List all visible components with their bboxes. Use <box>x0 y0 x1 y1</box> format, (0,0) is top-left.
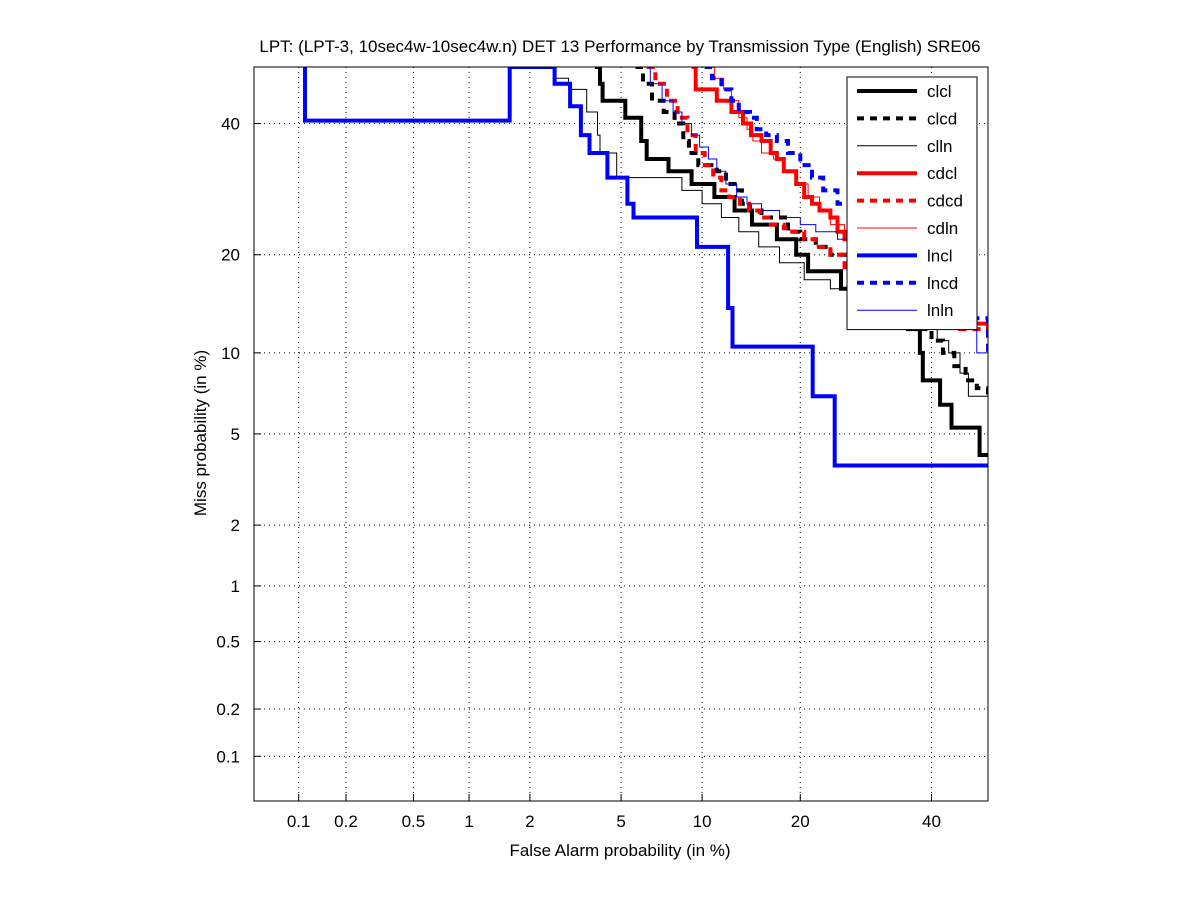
x-tick-label: 1 <box>464 812 473 831</box>
x-axis-label: False Alarm probability (in %) <box>509 841 730 860</box>
x-tick-label: 0.5 <box>402 812 426 831</box>
legend-label-clcl: clcl <box>927 82 952 101</box>
x-tick-label: 0.2 <box>334 812 358 831</box>
x-tick-label: 10 <box>693 812 712 831</box>
x-tick-label: 5 <box>616 812 625 831</box>
legend-label-cdln: cdln <box>927 219 958 238</box>
y-tick-label: 10 <box>221 344 240 363</box>
series-clcl-line <box>594 67 988 457</box>
y-tick-label: 2 <box>231 516 240 535</box>
y-tick-label: 0.2 <box>216 700 240 719</box>
y-tick-label: 5 <box>231 425 240 444</box>
legend-label-clln: clln <box>927 137 953 156</box>
x-tick-label: 40 <box>922 812 941 831</box>
legend-label-cdcd: cdcd <box>927 192 963 211</box>
y-tick-label: 20 <box>221 246 240 265</box>
series-lncd-line <box>704 67 988 353</box>
x-axis: 0.1 0.2 0.5 1 2 5 10 20 40 <box>287 794 941 831</box>
y-axis: 0.1 0.2 0.5 1 2 5 10 20 40 <box>216 115 261 766</box>
y-axis-label: Miss probability (in %) <box>191 350 210 516</box>
y-tick-label: 0.5 <box>216 633 240 652</box>
x-tick-label: 2 <box>525 812 534 831</box>
series-clcd-line <box>635 67 988 397</box>
chart-title: LPT: (LPT-3, 10sec4w-10sec4w.n) DET 13 P… <box>259 37 980 56</box>
legend-label-lncd: lncd <box>927 274 958 293</box>
legend-label-clcd: clcd <box>927 109 957 128</box>
x-tick-label: 20 <box>791 812 810 831</box>
legend-label-cdcl: cdcl <box>927 164 957 183</box>
y-tick-label: 0.1 <box>216 747 240 766</box>
x-tick-label: 0.1 <box>287 812 311 831</box>
y-tick-label: 40 <box>221 115 240 134</box>
legend-label-lncl: lncl <box>927 246 953 265</box>
legend: clcl clcd clln cdcl cdcd cdln lncl lncd lnln <box>846 76 978 331</box>
legend-label-lnln: lnln <box>927 301 953 320</box>
series-lncl-line <box>303 67 988 468</box>
y-tick-label: 1 <box>231 577 240 596</box>
